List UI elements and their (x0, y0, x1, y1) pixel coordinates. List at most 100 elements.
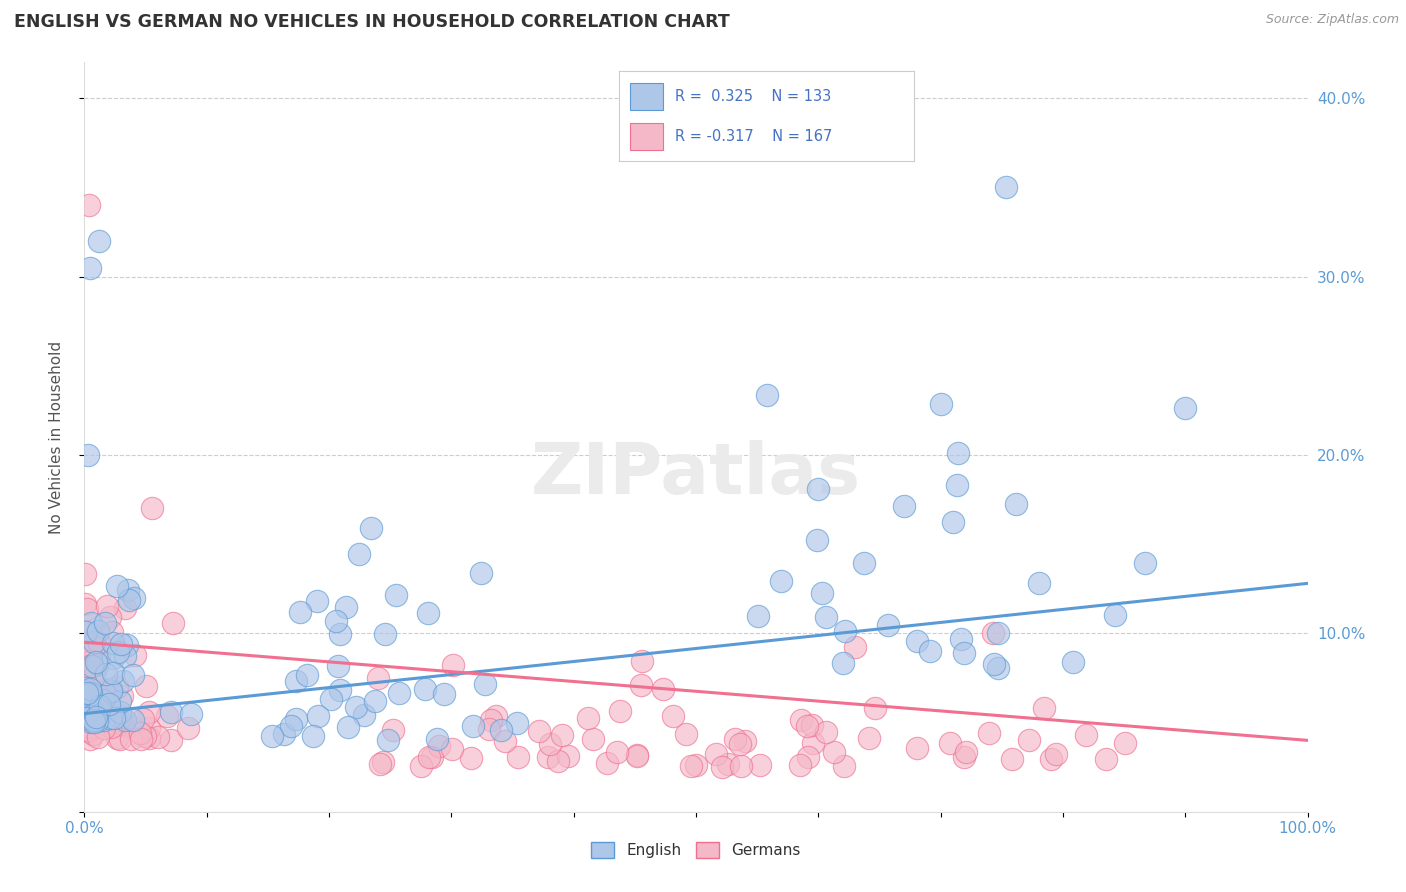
Point (122, 667, 145, 681)
Point (288, 605, 311, 619)
Point (83, 711, 105, 725)
Point (84, 656, 107, 670)
Point (679, 758, 702, 772)
Point (82, 721, 104, 735)
Point (93, 690, 115, 704)
Point (297, 668, 319, 682)
Point (413, 681, 436, 696)
Point (87, 649, 110, 664)
Point (631, 654, 654, 668)
Point (79, 732, 101, 747)
Point (76, 698, 98, 713)
Point (75, 681, 97, 695)
Point (114, 714, 136, 728)
Point (91, 697, 114, 711)
Point (76, 664, 98, 678)
Point (810, 586, 832, 600)
Point (107, 645, 129, 659)
Point (100, 716, 122, 731)
Point (83, 715, 105, 730)
Point (114, 648, 136, 663)
Point (86, 711, 108, 725)
Point (1104, 608, 1126, 623)
Point (108, 710, 131, 724)
Point (101, 636, 124, 650)
Point (80, 711, 103, 725)
Point (710, 760, 733, 774)
Point (124, 648, 146, 662)
Point (86, 701, 108, 715)
Point (801, 736, 824, 750)
Point (100, 684, 122, 698)
Point (87, 696, 110, 710)
Point (80, 625, 103, 640)
Point (76, 723, 98, 737)
Point (177, 722, 200, 736)
Point (1114, 736, 1136, 750)
Point (93, 693, 115, 707)
Point (858, 731, 880, 745)
Point (96, 689, 118, 703)
Point (547, 755, 569, 769)
Point (84, 707, 107, 722)
Point (1062, 656, 1084, 670)
Point (807, 482, 830, 496)
Point (75, 707, 97, 722)
Point (1004, 497, 1026, 511)
Point (1045, 747, 1067, 761)
Point (630, 678, 652, 692)
Point (1135, 556, 1157, 570)
Point (367, 671, 389, 685)
Point (87, 234, 110, 248)
Point (156, 709, 179, 723)
Point (87, 657, 110, 671)
Point (478, 722, 501, 736)
Point (506, 750, 529, 764)
Point (863, 701, 886, 715)
Point (77, 198, 100, 212)
Point (939, 736, 962, 750)
Point (79, 260, 101, 275)
Point (80, 686, 103, 700)
Point (801, 718, 824, 732)
Point (120, 732, 142, 747)
Point (84, 706, 107, 720)
Point (124, 591, 146, 606)
Point (460, 751, 482, 765)
Point (325, 614, 347, 628)
Point (73, 711, 96, 725)
Point (101, 624, 124, 639)
Point (100, 711, 122, 725)
Point (506, 716, 529, 731)
Point (551, 728, 574, 742)
Point (831, 656, 853, 670)
Point (79, 720, 101, 734)
Point (844, 640, 866, 654)
Text: Source: ZipAtlas.com: Source: ZipAtlas.com (1265, 13, 1399, 27)
Point (132, 713, 155, 727)
Point (80, 643, 103, 657)
Point (484, 708, 506, 723)
Point (474, 676, 496, 690)
Point (79, 718, 101, 732)
Point (73, 597, 96, 611)
Point (329, 683, 352, 698)
Point (138, 731, 160, 745)
Point (823, 745, 845, 759)
Point (77, 699, 100, 714)
Point (86, 694, 108, 708)
Point (79, 659, 101, 673)
Point (73, 633, 96, 648)
Point (110, 637, 132, 651)
Point (931, 397, 953, 411)
Point (86, 710, 108, 724)
Point (84, 710, 107, 724)
Point (363, 694, 385, 708)
Point (76, 700, 98, 714)
Point (87, 636, 110, 650)
Point (489, 723, 512, 737)
Point (73, 567, 96, 582)
Point (756, 388, 779, 402)
Point (77, 699, 100, 714)
Point (1018, 732, 1040, 747)
